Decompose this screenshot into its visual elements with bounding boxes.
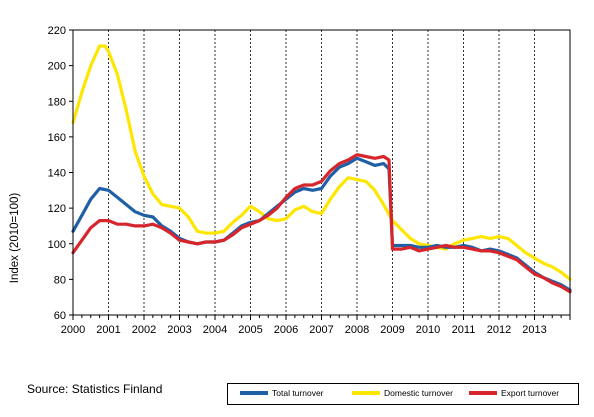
x-tick-label: 2011 (452, 324, 476, 336)
series-line-domestic-turnover (71, 44, 572, 281)
legend-item-domestic: Domestic turnover (352, 388, 453, 398)
source-note: Source: Statistics Finland (27, 382, 163, 396)
y-tick-label: 200 (48, 61, 66, 73)
x-tick-label: 2007 (309, 324, 333, 336)
x-axis: 2000 2001 2002 2003 2004 2005 2006 2007 2008 2009… (61, 315, 571, 336)
vertical-grid (108, 30, 535, 315)
legend: Total turnover Domestic turnover Export … (227, 383, 579, 405)
x-tick-label: 2004 (203, 324, 227, 336)
x-tick-label: 2006 (274, 324, 298, 336)
legend-label-total: Total turnover (272, 388, 324, 398)
legend-swatch-export (469, 391, 497, 395)
x-tick-label: 2003 (167, 324, 191, 336)
x-tick-label: 2009 (380, 324, 404, 336)
y-tick-label: 120 (48, 203, 66, 215)
series-line-export-turnover (71, 153, 572, 294)
legend-item-export: Export turnover (469, 388, 559, 398)
x-tick-label: 2008 (345, 324, 369, 336)
legend-item-total: Total turnover (240, 388, 324, 398)
x-tick-label: 2012 (487, 324, 511, 336)
x-tick-label: 2002 (132, 324, 156, 336)
x-tick-label: 2005 (238, 324, 262, 336)
legend-swatch-domestic (352, 391, 380, 395)
y-tick-label: 220 (48, 25, 66, 37)
y-tick-label: 60 (54, 310, 66, 322)
y-axis-label: Index (2010=100) (9, 193, 21, 284)
y-tick-label: 100 (48, 239, 66, 251)
y-tick-label: 140 (48, 168, 66, 180)
plot-frame (72, 29, 571, 316)
y-axis: 60 80 100 120 140 160 180 200 220 (48, 25, 73, 322)
legend-label-export: Export turnover (501, 388, 560, 398)
x-tick-label: 2001 (96, 324, 120, 336)
series-lines (71, 44, 572, 294)
y-tick-label: 180 (48, 96, 66, 108)
x-tick-label: 2000 (61, 324, 85, 336)
x-tick-label: 2010 (416, 324, 440, 336)
y-tick-label: 160 (48, 132, 66, 144)
legend-label-domestic: Domestic turnover (384, 388, 453, 398)
legend-swatch-total (240, 391, 268, 395)
x-tick-label: 2013 (522, 324, 546, 336)
y-tick-label: 80 (54, 274, 66, 286)
